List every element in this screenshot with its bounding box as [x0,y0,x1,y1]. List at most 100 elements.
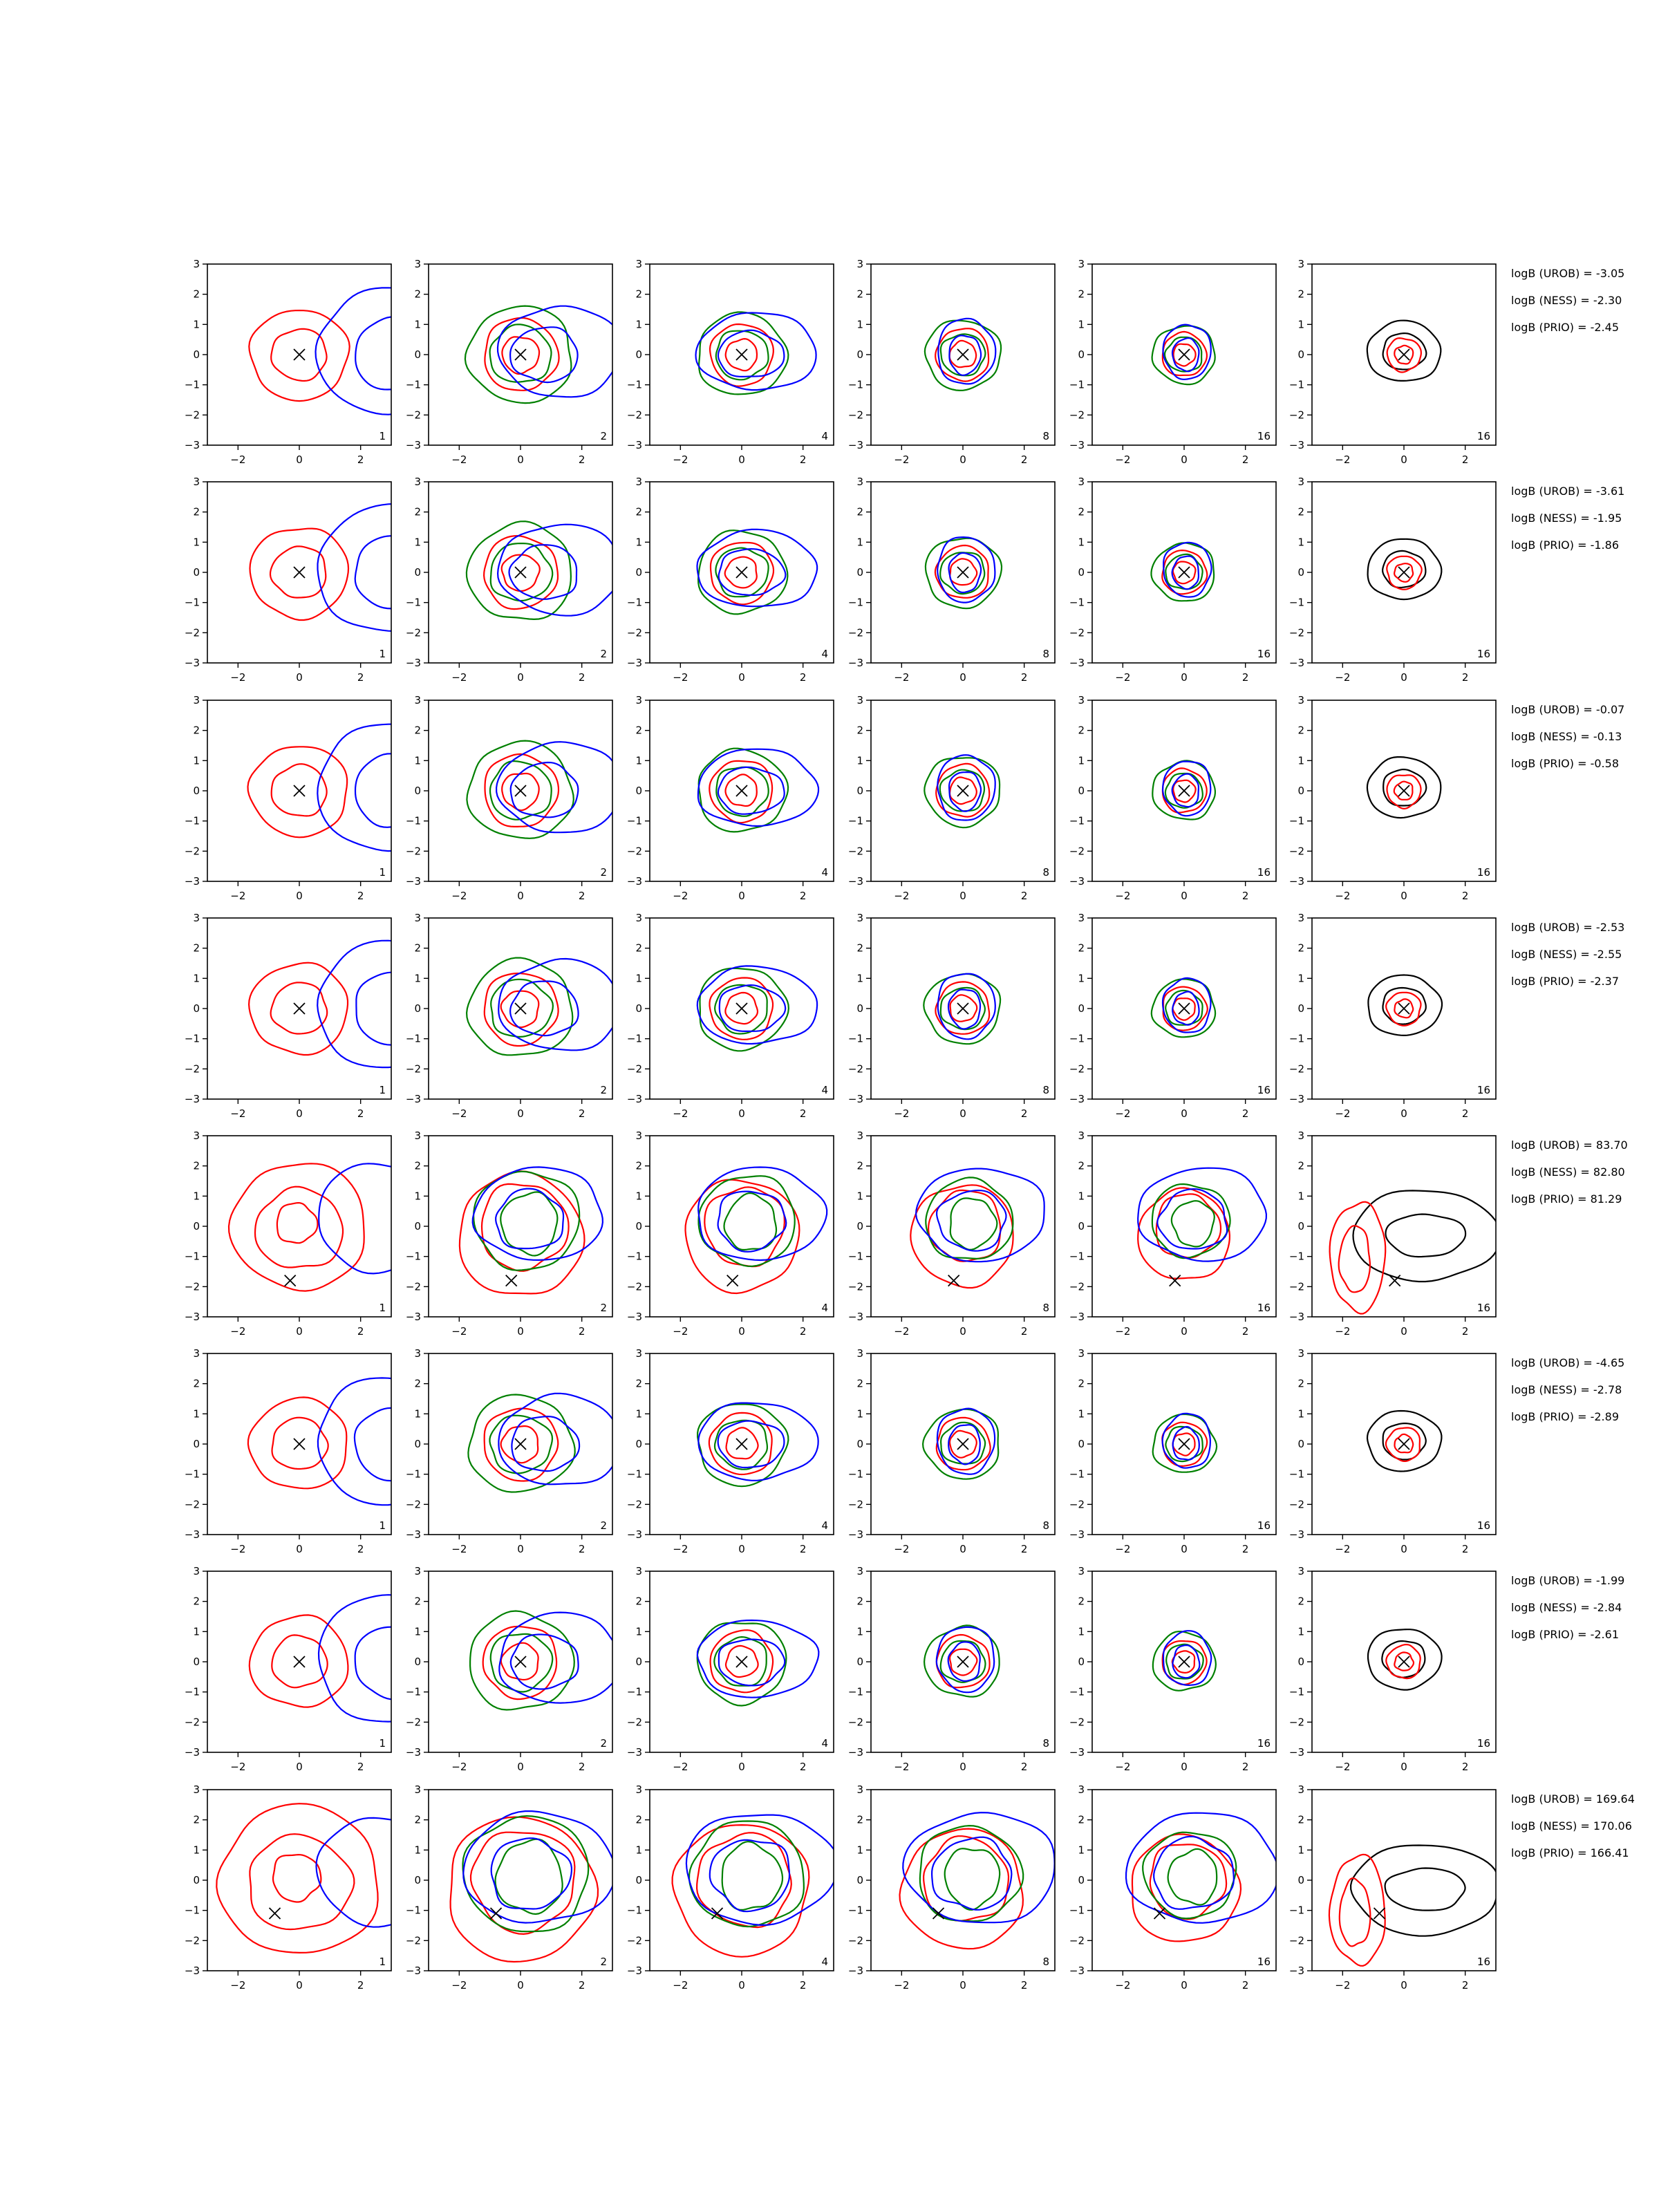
green-contour [697,1175,796,1268]
y-tick-label: 2 [1297,1814,1304,1826]
y-tick-label: −3 [1069,1746,1085,1759]
y-tick-label: 0 [1297,1874,1304,1886]
x-tick-label: −2 [451,1979,467,1991]
true-value-marker [1178,785,1190,797]
panel-r3-c2: −2 0 2 −3 −2 −1 0 1 2 3 2 [406,694,613,902]
red-contour [949,994,978,1022]
y-tick-label: 0 [635,1438,642,1450]
contour-group [924,754,1001,829]
x-tick-label: −2 [894,453,909,466]
panel-r3-c5: −2 0 2 −3 −2 −1 0 1 2 3 16 [1069,694,1277,902]
true-value-marker [735,348,748,361]
y-tick-label: −3 [627,1311,642,1323]
red-contour [500,990,540,1029]
black-contour [1366,1409,1443,1472]
y-tick-label: −2 [1069,1280,1085,1293]
true-value-marker [932,1907,945,1920]
true-value-marker [1398,1656,1410,1668]
y-tick-label: −3 [406,875,421,888]
blue-contour [354,1626,391,1700]
y-tick-label: 2 [193,506,200,518]
y-tick-label: 3 [193,476,200,488]
x-tick-label: 2 [357,1107,364,1120]
true-value-marker [489,1907,503,1920]
x-tick-label: 0 [296,1325,303,1338]
x-tick-label: 2 [1021,671,1028,684]
x-tick-label: 0 [738,1107,745,1120]
red-contour [1393,563,1414,583]
red-contour [724,991,759,1025]
panel-r1-c6: −2 0 2 −3 −2 −1 0 1 2 3 16 [1289,258,1497,466]
red-contour [216,1803,379,1954]
y-tick-label: 3 [414,1565,421,1577]
y-tick-label: 1 [1297,536,1304,548]
red-contour [948,1648,978,1676]
green-contour [489,1414,554,1474]
contour-group [469,1610,612,1711]
red-contour [248,309,350,402]
red-contour [248,1614,349,1708]
red-contour [708,1412,773,1476]
y-tick-label: 2 [856,724,863,737]
x-tick-label: −2 [451,1543,467,1555]
true-value-marker [957,785,969,797]
x-tick-label: 0 [1400,1325,1407,1338]
panel-label: 16 [1257,1302,1271,1314]
x-tick-label: 0 [517,1107,524,1120]
y-tick-label: 2 [193,1160,200,1172]
red-contour [1386,555,1423,590]
y-tick-label: 0 [1078,1656,1085,1668]
x-tick-label: 2 [357,1543,364,1555]
blue-contour [317,1594,391,1723]
y-tick-label: −1 [406,815,421,827]
contour-group [924,317,1002,392]
blue-contour [1137,1167,1268,1262]
blue-contour [315,287,391,415]
green-contour [489,543,554,602]
x-tick-label: 0 [517,453,524,466]
y-tick-label: −3 [848,1311,863,1323]
red-contour [1394,1651,1415,1671]
y-tick-label: −1 [1289,815,1304,827]
y-tick-label: −2 [1069,1062,1085,1075]
x-tick-label: −2 [451,671,467,684]
y-tick-label: 0 [193,566,200,579]
y-tick-label: 3 [856,1347,863,1360]
x-tick-label: 2 [800,1979,807,1991]
x-tick-label: 2 [1242,1543,1249,1555]
y-tick-label: −3 [848,1965,863,1977]
red-contour [449,1816,599,1963]
contour-group [467,1392,612,1493]
y-tick-label: −3 [1069,1093,1085,1105]
y-tick-label: −2 [185,1062,200,1075]
panel-r4-c3: −2 0 2 −3 −2 −1 0 1 2 3 4 [627,912,834,1120]
blue-contour [317,503,391,632]
red-contour [709,541,775,606]
blue-contour [948,552,982,594]
panel-r1-c3: −2 0 2 −3 −2 −1 0 1 2 3 4 [627,258,834,466]
x-tick-label: −2 [230,1979,245,1991]
true-value-marker [505,1274,518,1287]
y-tick-label: 3 [1078,1130,1085,1142]
contour-group [248,1594,391,1723]
x-tick-label: 2 [1242,1761,1249,1773]
panel-r5-c3: −2 0 2 −3 −2 −1 0 1 2 3 4 [627,1130,834,1338]
y-tick-label: −2 [848,409,863,421]
x-tick-label: 0 [517,1543,524,1555]
x-tick-label: −2 [673,1325,688,1338]
y-tick-label: −3 [406,1746,421,1759]
x-tick-label: 2 [579,890,585,902]
blue-contour [697,1166,828,1262]
true-value-marker [1398,1438,1410,1450]
x-tick-label: −2 [894,1325,909,1338]
y-tick-label: 3 [856,1783,863,1796]
panel-r5-c2: −2 0 2 −3 −2 −1 0 1 2 3 2 [406,1130,613,1338]
contour-group [1150,541,1215,602]
y-tick-label: 2 [414,1378,421,1390]
contour-group [697,1402,819,1488]
blue-contour [935,1189,1007,1252]
y-tick-label: 1 [635,1844,642,1856]
red-contour [227,1163,365,1292]
x-tick-label: −2 [1115,1761,1130,1773]
red-contour [1172,343,1197,367]
